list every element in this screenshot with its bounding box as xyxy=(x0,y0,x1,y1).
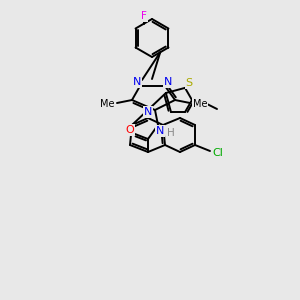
Text: H: H xyxy=(167,128,175,138)
Text: Me: Me xyxy=(193,99,207,109)
Text: O: O xyxy=(126,125,134,135)
Text: N: N xyxy=(133,77,141,87)
Text: Cl: Cl xyxy=(213,148,224,158)
Text: N: N xyxy=(156,126,164,136)
Text: Me: Me xyxy=(100,99,114,109)
Text: F: F xyxy=(141,11,147,21)
Text: S: S xyxy=(185,78,193,88)
Text: N: N xyxy=(164,77,172,87)
Text: N: N xyxy=(144,107,152,117)
